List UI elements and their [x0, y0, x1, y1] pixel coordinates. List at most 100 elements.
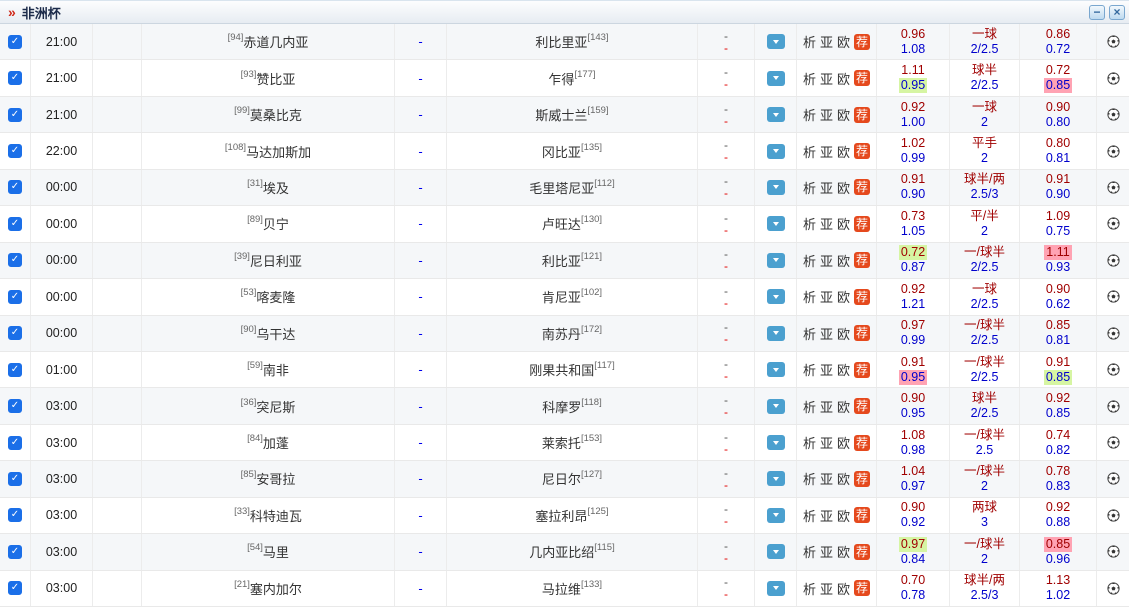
analysis-link[interactable]: 析: [802, 253, 816, 269]
asia-odds-link[interactable]: 亚: [819, 71, 833, 87]
match-checkbox[interactable]: ✓: [8, 216, 22, 231]
soccer-ball-icon[interactable]: [1106, 399, 1120, 413]
match-checkbox[interactable]: ✓: [8, 435, 22, 450]
recommend-badge[interactable]: 荐: [854, 434, 871, 451]
soccer-ball-icon[interactable]: [1106, 582, 1120, 595]
match-checkbox[interactable]: ✓: [8, 180, 22, 195]
soccer-ball-icon[interactable]: [1106, 290, 1120, 303]
match-checkbox[interactable]: ✓: [8, 399, 22, 414]
europe-odds-link[interactable]: 欧: [837, 253, 851, 269]
match-checkbox[interactable]: ✓: [8, 289, 22, 304]
minimize-button[interactable]: −: [1089, 4, 1105, 20]
close-button[interactable]: ×: [1109, 4, 1125, 20]
analysis-link[interactable]: 析: [802, 108, 816, 124]
analysis-link[interactable]: 析: [802, 399, 816, 415]
soccer-ball-icon[interactable]: [1106, 144, 1120, 158]
europe-odds-link[interactable]: 欧: [837, 436, 851, 452]
soccer-ball-icon[interactable]: [1106, 181, 1120, 194]
asia-odds-link[interactable]: 亚: [819, 581, 833, 597]
analysis-link[interactable]: 析: [802, 71, 816, 87]
europe-odds-link[interactable]: 欧: [837, 508, 851, 524]
match-checkbox[interactable]: ✓: [8, 508, 22, 523]
recommend-badge[interactable]: 荐: [854, 580, 871, 597]
expand-dropdown-button[interactable]: [766, 398, 785, 414]
analysis-link[interactable]: 析: [802, 217, 816, 233]
recommend-badge[interactable]: 荐: [854, 179, 871, 196]
europe-odds-link[interactable]: 欧: [837, 180, 851, 196]
expand-dropdown-button[interactable]: [766, 252, 785, 268]
soccer-ball-icon[interactable]: [1106, 254, 1120, 267]
asia-odds-link[interactable]: 亚: [819, 144, 833, 160]
analysis-link[interactable]: 析: [802, 363, 816, 379]
europe-odds-link[interactable]: 欧: [837, 399, 851, 415]
analysis-link[interactable]: 析: [802, 290, 816, 306]
soccer-ball-icon[interactable]: [1106, 108, 1120, 121]
match-checkbox[interactable]: ✓: [8, 326, 22, 341]
expand-dropdown-button[interactable]: [766, 107, 785, 123]
asia-odds-link[interactable]: 亚: [819, 472, 833, 488]
asia-odds-link[interactable]: 亚: [819, 545, 833, 561]
analysis-link[interactable]: 析: [802, 180, 816, 196]
recommend-badge[interactable]: 荐: [854, 398, 871, 415]
expand-dropdown-button[interactable]: [766, 507, 785, 523]
expand-dropdown-button[interactable]: [766, 179, 785, 195]
analysis-link[interactable]: 析: [802, 472, 816, 488]
europe-odds-link[interactable]: 欧: [837, 472, 851, 488]
europe-odds-link[interactable]: 欧: [837, 217, 851, 233]
recommend-badge[interactable]: 荐: [854, 143, 871, 160]
recommend-badge[interactable]: 荐: [854, 215, 871, 232]
soccer-ball-icon[interactable]: [1106, 72, 1120, 85]
analysis-link[interactable]: 析: [802, 436, 816, 452]
match-checkbox[interactable]: ✓: [8, 544, 22, 559]
asia-odds-link[interactable]: 亚: [819, 436, 833, 452]
asia-odds-link[interactable]: 亚: [819, 35, 833, 51]
match-checkbox[interactable]: ✓: [8, 253, 22, 268]
analysis-link[interactable]: 析: [802, 545, 816, 561]
europe-odds-link[interactable]: 欧: [837, 35, 851, 51]
analysis-link[interactable]: 析: [802, 35, 816, 51]
expand-dropdown-button[interactable]: [766, 34, 785, 50]
europe-odds-link[interactable]: 欧: [837, 108, 851, 124]
soccer-ball-icon[interactable]: [1106, 436, 1120, 449]
expand-dropdown-button[interactable]: [766, 325, 785, 341]
analysis-link[interactable]: 析: [802, 581, 816, 597]
europe-odds-link[interactable]: 欧: [837, 363, 851, 379]
asia-odds-link[interactable]: 亚: [819, 508, 833, 524]
expand-dropdown-button[interactable]: [766, 216, 785, 232]
match-checkbox[interactable]: ✓: [8, 71, 22, 86]
soccer-ball-icon[interactable]: [1106, 35, 1120, 48]
analysis-link[interactable]: 析: [802, 508, 816, 524]
europe-odds-link[interactable]: 欧: [837, 545, 851, 561]
analysis-link[interactable]: 析: [802, 144, 816, 160]
europe-odds-link[interactable]: 欧: [837, 326, 851, 342]
expand-dropdown-button[interactable]: [766, 70, 785, 86]
expand-dropdown-button[interactable]: [766, 471, 785, 487]
match-checkbox[interactable]: ✓: [8, 471, 22, 486]
recommend-badge[interactable]: 荐: [854, 70, 871, 87]
expand-dropdown-button[interactable]: [766, 143, 785, 159]
match-checkbox[interactable]: ✓: [8, 144, 22, 159]
recommend-badge[interactable]: 荐: [854, 543, 871, 560]
recommend-badge[interactable]: 荐: [854, 325, 871, 342]
expand-dropdown-button[interactable]: [766, 435, 785, 451]
recommend-badge[interactable]: 荐: [854, 507, 871, 524]
match-checkbox[interactable]: ✓: [8, 34, 22, 49]
recommend-badge[interactable]: 荐: [854, 252, 871, 269]
europe-odds-link[interactable]: 欧: [837, 581, 851, 597]
recommend-badge[interactable]: 荐: [854, 106, 871, 123]
europe-odds-link[interactable]: 欧: [837, 144, 851, 160]
recommend-badge[interactable]: 荐: [854, 361, 871, 378]
soccer-ball-icon[interactable]: [1106, 217, 1120, 231]
match-checkbox[interactable]: ✓: [8, 581, 22, 596]
asia-odds-link[interactable]: 亚: [819, 290, 833, 306]
europe-odds-link[interactable]: 欧: [837, 290, 851, 306]
asia-odds-link[interactable]: 亚: [819, 217, 833, 233]
expand-dropdown-button[interactable]: [766, 580, 785, 596]
expand-dropdown-button[interactable]: [766, 362, 785, 378]
expand-dropdown-button[interactable]: [766, 544, 785, 560]
soccer-ball-icon[interactable]: [1106, 509, 1120, 522]
recommend-badge[interactable]: 荐: [854, 33, 871, 50]
asia-odds-link[interactable]: 亚: [819, 253, 833, 269]
asia-odds-link[interactable]: 亚: [819, 363, 833, 379]
soccer-ball-icon[interactable]: [1106, 363, 1120, 376]
